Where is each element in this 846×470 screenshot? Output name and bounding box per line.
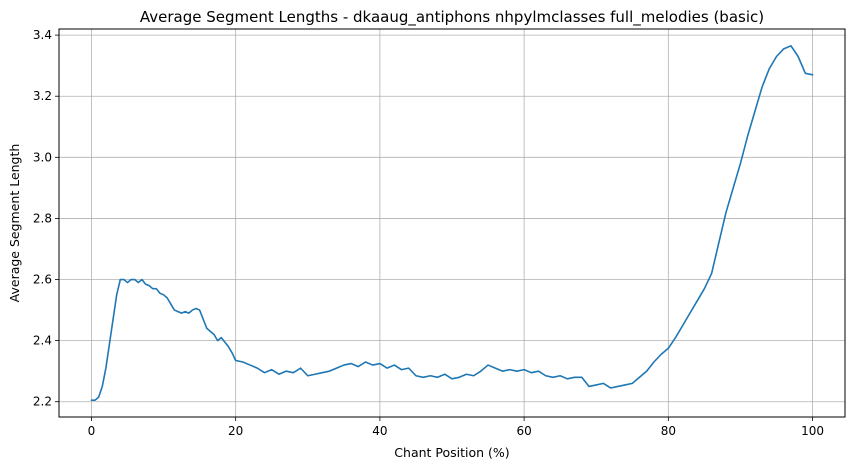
y-tick-label: 3.4: [33, 28, 52, 42]
x-tick-label: 20: [228, 424, 243, 438]
series-layer: [90, 44, 814, 402]
x-tick-label: 80: [661, 424, 676, 438]
x-tick-label: 60: [516, 424, 531, 438]
y-tick-label: 3.2: [33, 89, 52, 103]
series-line-0: [90, 44, 814, 402]
y-axis-label: Average Segment Length: [7, 144, 22, 303]
x-tick-label: 100: [801, 424, 824, 438]
axes-frame: [58, 28, 846, 418]
x-tick-label: 40: [372, 424, 387, 438]
grid: [59, 29, 845, 417]
x-axis-label: Chant Position (%): [394, 445, 509, 460]
y-tick-label: 2.8: [33, 211, 52, 225]
y-tick-label: 2.4: [33, 334, 52, 348]
y-tick-label: 2.6: [33, 273, 52, 287]
y-tick-label: 2.2: [33, 395, 52, 409]
y-tick-label: 3.0: [33, 150, 52, 164]
x-tick-label: 0: [88, 424, 96, 438]
ticks: 0 20 40 60 80 100 2.2 2.4 2.6 2.8 3.0 3.2 3.4: [33, 28, 824, 438]
chart-title: Average Segment Lengths - dkaaug_antipho…: [140, 8, 764, 27]
